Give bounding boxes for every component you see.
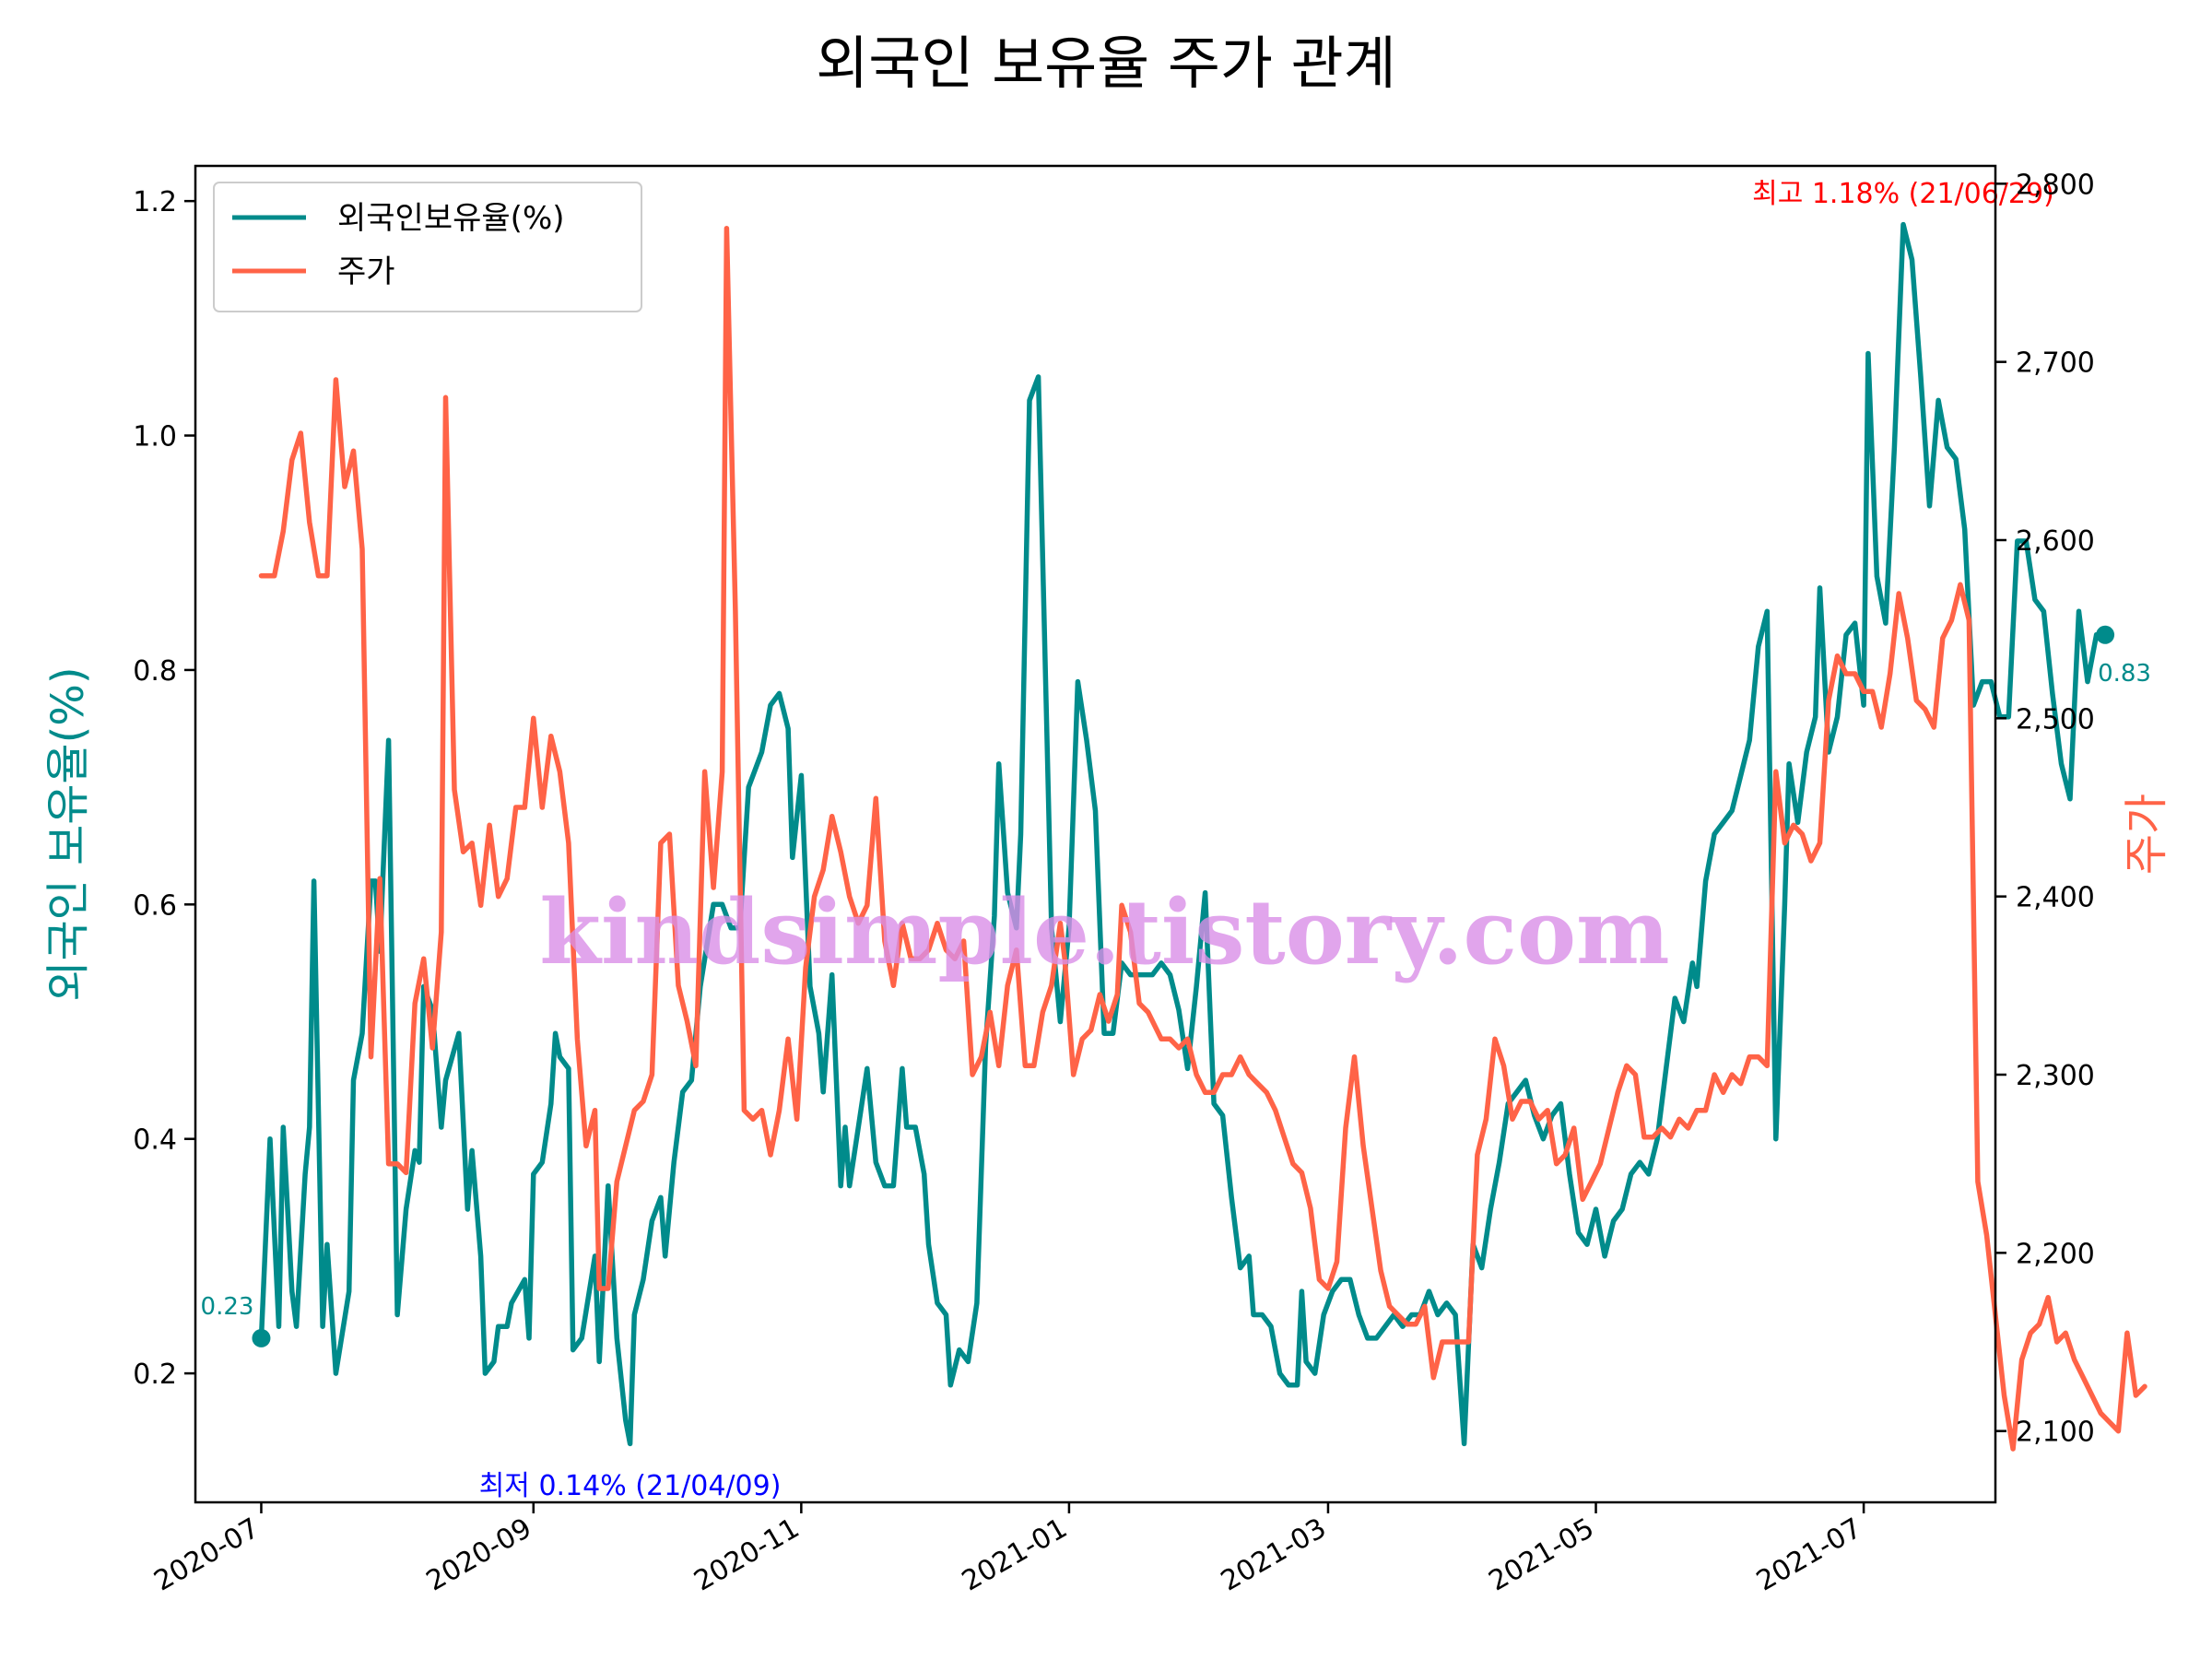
start-value-label: 0.23 [201,1293,254,1321]
start-point-marker [252,1328,271,1347]
y-tick-label-right: 2,800 [2016,169,2095,201]
y-tick-label-left: 0.4 [133,1124,177,1157]
x-tick-label: 2020-11 [688,1512,805,1598]
y-axis-label-right: 주가 [2121,794,2172,875]
x-tick-label: 2021-05 [1483,1512,1599,1598]
y-tick-label-left: 1.0 [133,421,177,453]
end-value-label: 0.83 [2098,660,2151,688]
x-tick-label: 2021-03 [1216,1512,1332,1598]
y-tick-label-left: 1.2 [133,186,177,218]
legend-label-foreign: 외국인보유율(%) [337,200,565,237]
series-line-stock-price [258,225,2147,1452]
legend: 외국인보유율(%) 주가 [213,182,642,312]
annotation-layer: 0.23 0.83 최고 1.18% (21/06/29) 최저 0.14% (21/… [201,178,2151,1502]
y-axis-label-left: 외국인 보유율(%) [42,666,94,1001]
x-tick-label: 2021-07 [1751,1512,1867,1598]
y-tick-label-right: 2,600 [2016,525,2095,558]
max-annotation: 최고 1.18% (21/06/29) [1752,178,2054,210]
y-tick-label-right: 2,700 [2016,347,2095,380]
min-annotation: 최저 0.14% (21/04/09) [479,1470,782,1502]
x-tick-label: 2020-07 [148,1512,265,1598]
x-tick-label: 2021-01 [957,1512,1073,1598]
x-tick-label: 2020-09 [421,1512,537,1598]
y-tick-label-left: 0.2 [133,1359,177,1391]
y-tick-label-left: 0.6 [133,889,177,922]
y-tick-label-right: 2,200 [2016,1238,2095,1270]
right-axis: 2,100 2,200 2,300 2,400 2,500 2,600 2,700 2,800 [1995,169,2095,1449]
watermark-text: kindsimple.tistory.com [539,880,1669,984]
y-tick-label-left: 0.8 [133,655,177,688]
legend-box [213,182,642,312]
x-axis: 2020-07 2020-09 2020-11 2021-01 2021-03 2021-… [148,1502,1867,1598]
series-layer [258,221,2147,1452]
y-tick-label-right: 2,100 [2016,1417,2095,1449]
legend-label-price: 주가 [337,253,395,290]
left-axis: 0.2 0.4 0.6 0.8 1.0 1.2 [133,186,195,1391]
y-tick-label-right: 2,400 [2016,882,2095,914]
plot-area [194,164,1997,1504]
y-tick-label-right: 2,500 [2016,703,2095,735]
chart-title: 외국인 보유율 주가 관계 [816,29,1396,97]
end-point-marker [2096,625,2115,644]
series-line-foreign-ownership [258,221,2108,1447]
y-tick-label-right: 2,300 [2016,1060,2095,1092]
